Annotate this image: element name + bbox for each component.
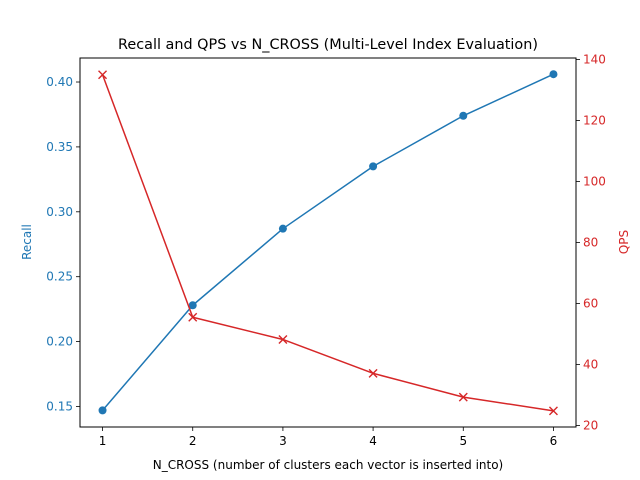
recall-data-point [98, 406, 107, 415]
plot-content [98, 70, 558, 416]
y-right-tick-label: 80 [583, 236, 598, 250]
x-axis: 1 2 3 4 5 6 [99, 427, 558, 448]
recall-data-point [459, 111, 468, 120]
qps-data-point [548, 406, 558, 416]
y-axis-right: 20 40 60 80 100 120 140 [576, 53, 606, 432]
qps-data-point [458, 392, 468, 402]
x-tick-label: 1 [99, 434, 107, 448]
x-tick-label: 3 [279, 434, 287, 448]
recall-data-point [369, 162, 378, 171]
qps-marker-stroke [458, 392, 468, 402]
y-left-tick-label: 0.15 [46, 399, 73, 413]
y-right-tick-label: 40 [583, 357, 598, 371]
qps-series-line [101, 74, 554, 412]
chart-title: Recall and QPS vs N_CROSS (Multi-Level I… [118, 37, 538, 53]
qps-data-point [188, 312, 198, 322]
y-left-tick-label: 0.35 [46, 140, 73, 154]
y-left-tick-label: 0.20 [46, 335, 73, 349]
x-axis-title: N_CROSS (number of clusters each vector … [153, 458, 504, 472]
x-tick-label: 5 [459, 434, 467, 448]
y-axis-left-title: Recall [20, 224, 34, 260]
qps-marker-stroke [548, 406, 558, 416]
y-right-tick-label: 20 [583, 418, 598, 432]
recall-series-line [101, 73, 554, 411]
y-left-tick-label: 0.25 [46, 270, 73, 284]
x-tick-label: 6 [550, 434, 558, 448]
recall-data-point [549, 70, 558, 79]
y-right-tick-label: 100 [583, 175, 606, 189]
qps-data-point [98, 70, 108, 80]
qps-marker-stroke [98, 70, 108, 80]
qps-marker-stroke [278, 334, 288, 344]
qps-marker-stroke [368, 368, 378, 378]
y-axis-left: 0.15 0.20 0.25 0.30 0.35 0.40 [46, 75, 80, 413]
qps-data-point [278, 334, 288, 344]
y-right-tick-label: 140 [583, 53, 606, 67]
recall-data-point [188, 301, 197, 310]
y-right-tick-label: 60 [583, 296, 598, 310]
recall-data-point [278, 224, 287, 233]
y-left-tick-label: 0.40 [46, 75, 73, 89]
y-right-tick-label: 120 [583, 114, 606, 128]
x-tick-label: 2 [189, 434, 197, 448]
y-axis-right-title: QPS [617, 230, 631, 254]
x-tick-label: 4 [369, 434, 377, 448]
qps-marker-stroke [188, 312, 198, 322]
y-left-tick-label: 0.30 [46, 205, 73, 219]
qps-data-point [368, 368, 378, 378]
